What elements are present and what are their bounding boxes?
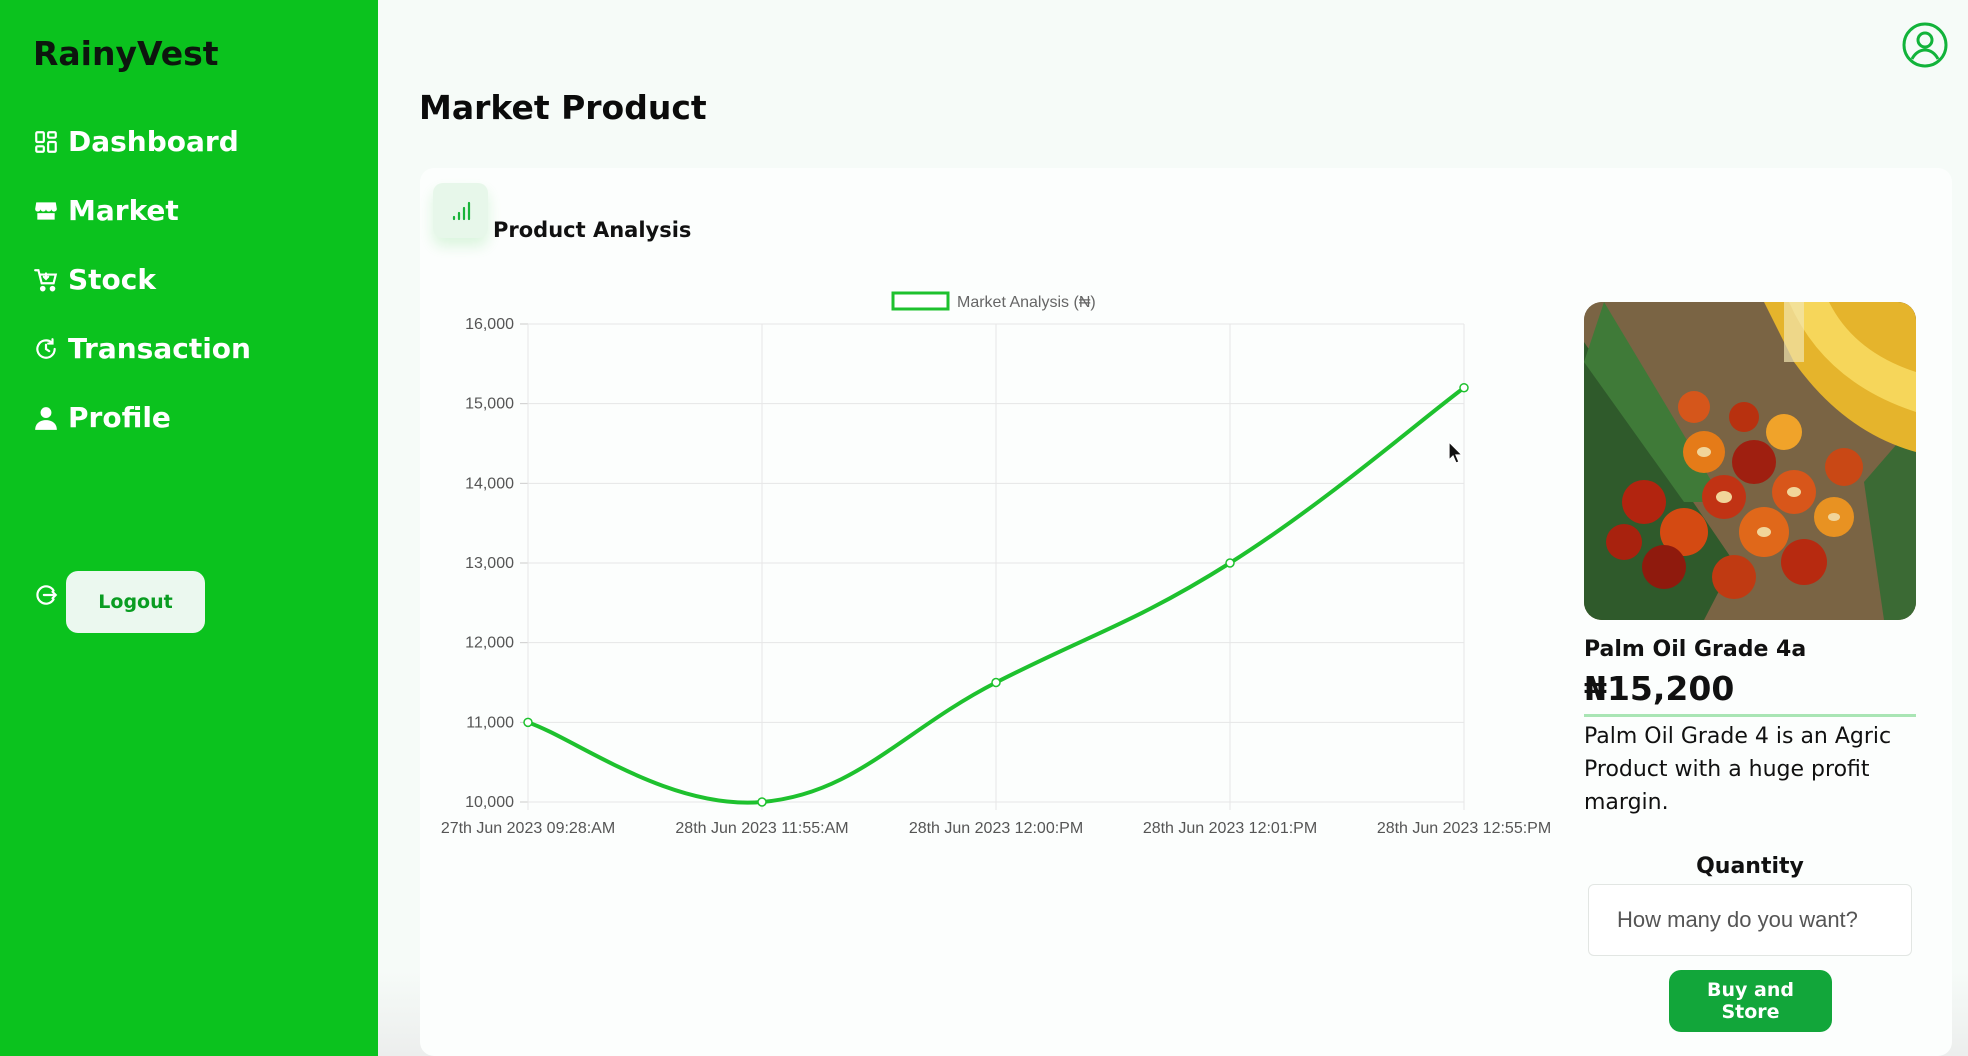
logout-button[interactable]: Logout [66, 571, 205, 633]
product-description: Palm Oil Grade 4 is an Agric Product wit… [1584, 724, 1892, 815]
y-tick-label: 12,000 [465, 635, 514, 652]
card-title: Product Analysis [493, 218, 692, 242]
data-point [1225, 558, 1235, 568]
sidebar-item-stock[interactable]: Stock [33, 263, 156, 296]
y-tick-label: 16,000 [465, 316, 514, 333]
sidebar-item-label: Dashboard [68, 125, 239, 158]
sidebar-item-dashboard[interactable]: Dashboard [33, 125, 239, 158]
data-point [757, 797, 767, 807]
data-point [991, 677, 1001, 688]
clock-refresh-icon [33, 336, 59, 362]
quantity-input[interactable] [1588, 884, 1912, 956]
sidebar-item-market[interactable]: Market [33, 194, 179, 227]
chart-series [523, 382, 1469, 807]
y-tick-label: 10,000 [465, 794, 514, 811]
sidebar-item-profile[interactable]: Profile [33, 401, 171, 434]
market-analysis-chart: 10,000 11,000 12,000 13,000 14,000 15,000 16,0… [441, 291, 1551, 837]
x-tick-label: 28th Jun 2023 12:01:PM [1143, 820, 1317, 837]
x-tick-label: 28th Jun 2023 11:55:AM [675, 820, 848, 837]
brand-logo: RainyVest [33, 34, 219, 73]
user-icon [33, 405, 59, 431]
product-name: Palm Oil Grade 4a [1584, 637, 1807, 662]
legend-swatch [891, 291, 950, 311]
x-tick-label: 28th Jun 2023 12:55:PM [1377, 820, 1551, 837]
sidebar-item-label: Profile [68, 401, 171, 434]
y-tick-label: 15,000 [465, 396, 514, 413]
chart-x-ticks: 27th Jun 2023 09:28:AM 28th Jun 2023 11:5… [441, 820, 1551, 837]
x-tick-label: 28th Jun 2023 12:00:PM [909, 820, 1083, 837]
sidebar-item-label: Market [68, 194, 179, 227]
y-tick-label: 14,000 [465, 475, 514, 492]
quantity-label: Quantity [1696, 854, 1804, 879]
sidebar-item-label: Stock [68, 263, 157, 296]
store-icon [33, 198, 59, 224]
sidebar: RainyVest Dashboard Market Stock [0, 0, 378, 1056]
logout-icon [33, 582, 59, 608]
chart-y-ticks: 10,000 11,000 12,000 13,000 14,000 15,000 16,0… [465, 316, 514, 811]
product-image [1584, 302, 1916, 620]
mouse-cursor-icon [1448, 440, 1464, 465]
legend-label: Market Analysis (₦) [957, 294, 1096, 311]
product-price: ₦15,200 [1584, 669, 1735, 708]
cart-icon [33, 267, 59, 293]
page-title: Market Product [419, 88, 707, 127]
price-divider [1584, 714, 1916, 717]
sidebar-item-label: Transaction [68, 332, 251, 365]
bar-chart-icon [433, 183, 488, 238]
chart-legend: Market Analysis (₦) [891, 291, 1096, 311]
user-circle-icon[interactable] [1900, 20, 1950, 70]
buy-and-store-button[interactable]: Buy and Store [1669, 970, 1832, 1032]
data-point [523, 717, 533, 728]
chart-grid [520, 323, 1465, 810]
grid-icon [33, 129, 59, 155]
x-tick-label: 27th Jun 2023 09:28:AM [441, 820, 615, 837]
y-tick-label: 13,000 [465, 555, 514, 572]
y-tick-label: 11,000 [466, 714, 514, 731]
sidebar-item-transaction[interactable]: Transaction [33, 332, 251, 365]
data-point [1459, 382, 1469, 393]
